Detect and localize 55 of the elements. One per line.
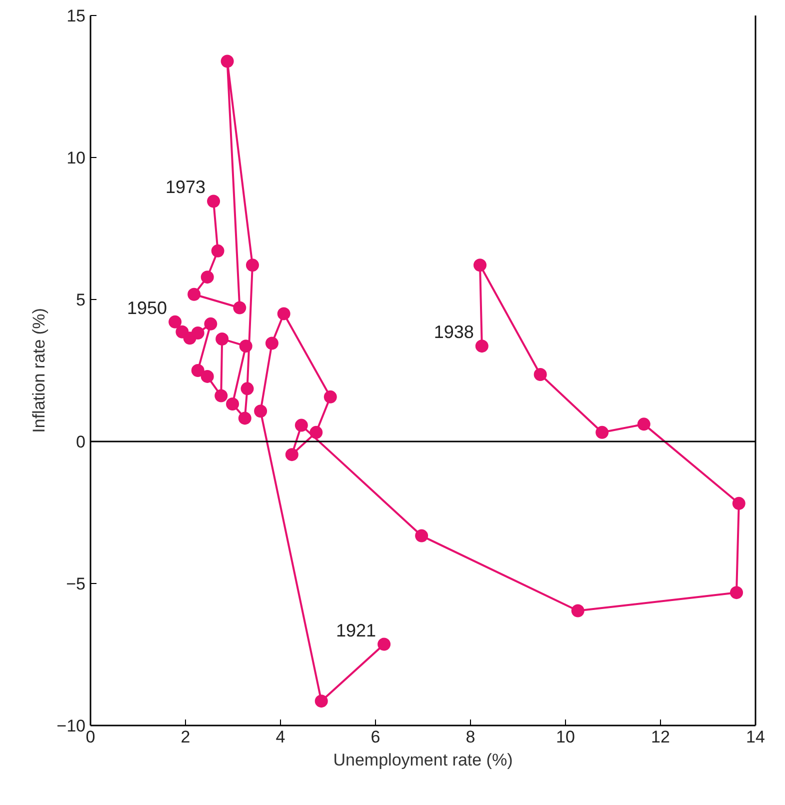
point xyxy=(246,258,259,272)
point xyxy=(254,404,268,418)
point xyxy=(191,364,204,377)
point xyxy=(310,426,323,439)
y-tick-label: −5 xyxy=(66,574,86,594)
point xyxy=(474,258,486,272)
point xyxy=(637,418,650,431)
point xyxy=(191,326,204,340)
x-tick-label: 14 xyxy=(746,728,765,746)
point xyxy=(200,270,214,284)
point xyxy=(314,694,328,708)
point xyxy=(233,301,246,314)
point xyxy=(294,418,308,432)
point xyxy=(265,336,278,350)
point xyxy=(188,288,201,301)
point xyxy=(277,307,290,320)
y-tick-label: −10 xyxy=(56,716,86,736)
point xyxy=(168,315,182,328)
x-tick-label: 2 xyxy=(180,728,190,746)
annotation: 1938 xyxy=(434,322,474,342)
x-tick-label: 10 xyxy=(556,728,575,746)
point xyxy=(211,244,224,258)
y-tick-label: 5 xyxy=(76,290,86,310)
point xyxy=(534,368,547,381)
x-axis-title: Unemployment rate (%) xyxy=(333,750,513,770)
point xyxy=(324,390,337,404)
point xyxy=(732,496,746,510)
y-tick-label: 15 xyxy=(66,6,86,26)
point xyxy=(475,340,488,353)
annotation: 1950 xyxy=(127,298,168,318)
x-tick-label: 6 xyxy=(370,728,380,746)
y-tick-label: 10 xyxy=(66,148,86,168)
point xyxy=(200,370,214,383)
annotation: 1973 xyxy=(165,177,206,198)
y-axis-title: Inflation rate (%) xyxy=(30,308,49,433)
point xyxy=(285,448,298,462)
point xyxy=(415,529,428,542)
point xyxy=(239,340,252,353)
y-tick-label: 0 xyxy=(76,432,86,452)
point xyxy=(240,382,254,396)
point xyxy=(730,586,743,600)
point xyxy=(596,426,609,439)
annotation: 1921 xyxy=(336,620,376,640)
point xyxy=(378,638,391,651)
point xyxy=(207,194,220,208)
x-tick-label: 12 xyxy=(651,728,670,746)
point xyxy=(216,332,229,346)
point xyxy=(226,398,240,410)
x-tick-label: 8 xyxy=(466,728,476,746)
point xyxy=(220,54,234,68)
point xyxy=(238,412,252,425)
x-tick-label: 4 xyxy=(276,728,286,746)
point xyxy=(204,317,218,330)
point xyxy=(571,604,584,618)
point xyxy=(214,389,228,402)
